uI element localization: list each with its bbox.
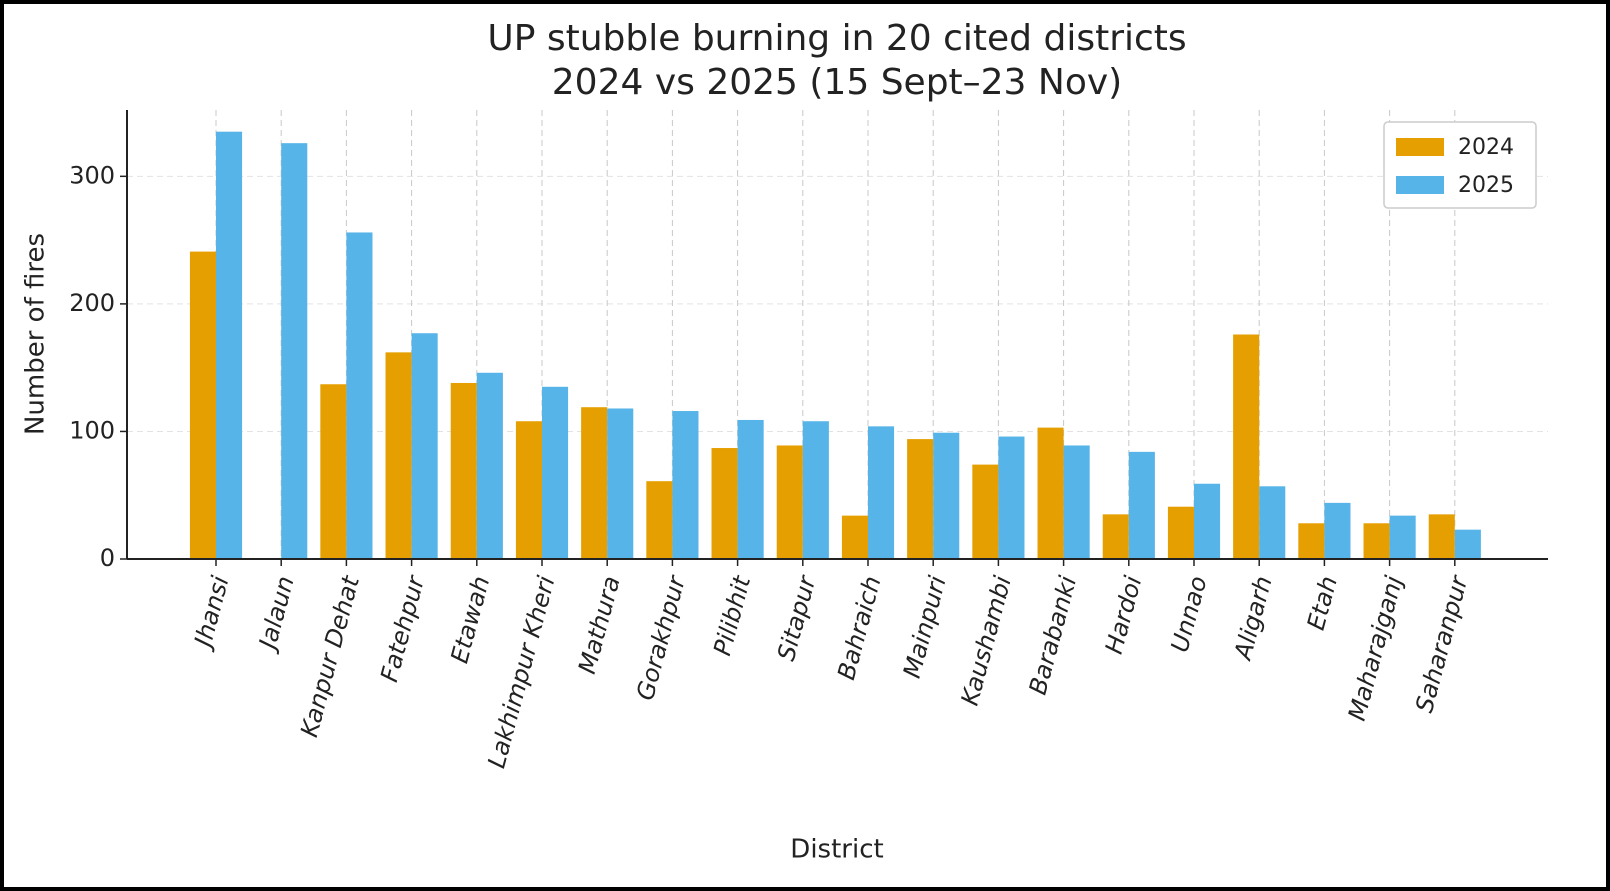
bar xyxy=(841,515,868,559)
bar xyxy=(998,436,1025,559)
y-tick-label: 200 xyxy=(69,289,115,317)
y-tick-label: 100 xyxy=(69,416,115,444)
bar xyxy=(1063,445,1090,559)
bar xyxy=(320,384,347,559)
bar xyxy=(189,251,216,559)
bar xyxy=(1454,529,1481,559)
chart-title: 2024 vs 2025 (15 Sept–23 Nov) xyxy=(552,62,1122,103)
bar xyxy=(802,421,829,559)
y-tick-label: 300 xyxy=(69,161,115,189)
bar xyxy=(216,131,243,559)
bar xyxy=(737,419,764,559)
bar xyxy=(972,464,999,559)
y-axis-label: Number of fires xyxy=(21,233,51,435)
bar xyxy=(1259,486,1286,559)
legend-label: 2024 xyxy=(1458,135,1514,160)
bar xyxy=(607,408,634,559)
bar xyxy=(1324,502,1351,559)
bar xyxy=(1389,515,1416,559)
bar xyxy=(1102,514,1129,559)
bar xyxy=(646,481,673,559)
bar xyxy=(281,143,308,559)
y-tick-label: 0 xyxy=(100,544,115,572)
bar xyxy=(1298,523,1325,559)
bar xyxy=(542,386,569,559)
bar xyxy=(1167,506,1194,559)
bar xyxy=(868,426,895,559)
bar xyxy=(411,333,438,559)
bar xyxy=(1428,514,1455,559)
chart-title: UP stubble burning in 20 cited districts xyxy=(487,18,1186,59)
bar xyxy=(907,439,934,559)
bar xyxy=(776,445,803,559)
legend-swatch xyxy=(1396,138,1444,156)
bar xyxy=(711,448,738,559)
bar xyxy=(1037,427,1064,559)
bar xyxy=(1363,523,1390,559)
bar xyxy=(346,232,373,560)
x-axis-label: District xyxy=(790,835,883,865)
bar xyxy=(385,352,412,559)
bar xyxy=(1233,334,1260,559)
bar xyxy=(672,411,699,559)
bar xyxy=(450,382,477,559)
bar xyxy=(581,407,608,559)
legend-label: 2025 xyxy=(1458,173,1514,198)
bar xyxy=(933,432,960,559)
bar xyxy=(476,372,503,559)
legend-swatch xyxy=(1396,176,1444,194)
bar xyxy=(1194,483,1221,559)
bar xyxy=(1128,451,1155,559)
bar xyxy=(515,421,542,559)
